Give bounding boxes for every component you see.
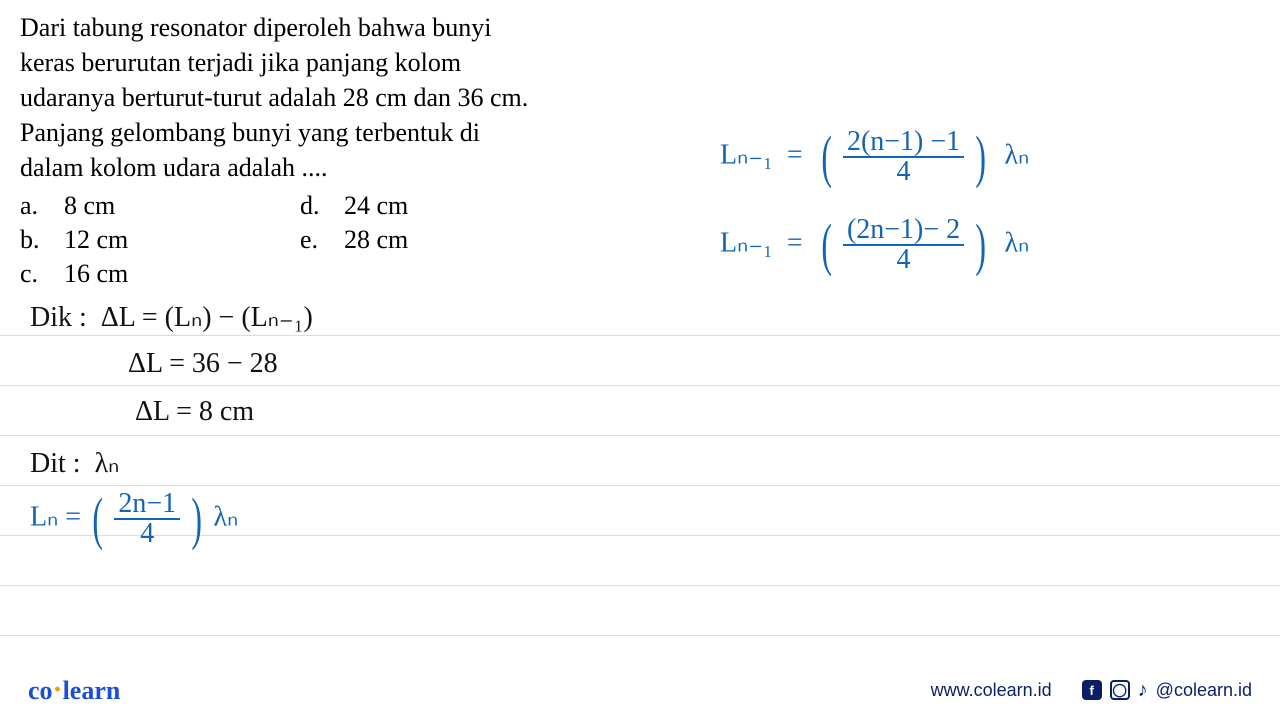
question-line: keras berurutan terjadi jika panjang kol… xyxy=(20,45,660,80)
ln-num: 2n−1 xyxy=(114,490,180,518)
paren-right: ) xyxy=(976,219,987,271)
option-a: a. 8 cm xyxy=(20,191,300,221)
side-eq1-rhs: λₙ xyxy=(1005,139,1030,170)
dl-sub: ΔL = 36 − 28 xyxy=(128,348,278,380)
side-eq1-lhs: Lₙ₋₁ xyxy=(720,139,773,170)
ln-fraction: 2n−1 4 xyxy=(114,490,180,548)
option-letter: e. xyxy=(300,225,326,255)
options-grid: a. 8 cm d. 24 cm b. 12 cm e. 28 cm c. 16… xyxy=(20,191,1260,289)
side-eq-1: Lₙ₋₁ = ( 2(n−1) −1 4 ) λₙ xyxy=(720,128,1029,186)
side-eq2-den: 4 xyxy=(843,244,964,274)
option-d: d. 24 cm xyxy=(300,191,580,221)
option-value: 8 cm xyxy=(64,191,115,221)
side-eq1-num: 2(n−1) −1 xyxy=(843,128,964,156)
logo-dot: · xyxy=(53,673,63,706)
option-value: 24 cm xyxy=(344,191,408,221)
ln-rhs: λₙ xyxy=(214,501,239,532)
option-e: e. 28 cm xyxy=(300,225,580,255)
facebook-icon: f xyxy=(1082,680,1102,700)
paren-right: ) xyxy=(192,493,203,545)
footer-right: www.colearn.id f ◯ ♪ @colearn.id xyxy=(931,679,1252,702)
paren-right: ) xyxy=(976,131,987,183)
option-letter: d. xyxy=(300,191,326,221)
tiktok-icon: ♪ xyxy=(1138,679,1148,702)
site-url: www.colearn.id xyxy=(931,680,1052,701)
dit-var: λₙ xyxy=(95,448,120,479)
option-value: 12 cm xyxy=(64,225,128,255)
option-b: b. 12 cm xyxy=(20,225,300,255)
option-letter: c. xyxy=(20,259,46,289)
side-eq2-rhs: λₙ xyxy=(1005,227,1030,258)
footer: co·learn www.colearn.id f ◯ ♪ @colearn.i… xyxy=(0,660,1280,720)
page-content: Dari tabung resonator diperoleh bahwa bu… xyxy=(0,0,1280,660)
side-eq2-frac: (2n−1)− 2 4 xyxy=(843,216,964,274)
instagram-icon: ◯ xyxy=(1110,680,1130,700)
side-eq1-den: 4 xyxy=(843,156,964,186)
dl-res: ΔL = 8 cm xyxy=(135,396,254,428)
dit-label: Dit : xyxy=(30,448,81,479)
question-line: Panjang gelombang bunyi yang terbentuk d… xyxy=(20,115,660,150)
ln-den: 4 xyxy=(114,518,180,548)
dit-line: Dit : λₙ xyxy=(30,446,119,480)
ruled-line xyxy=(0,435,1280,436)
option-value: 28 cm xyxy=(344,225,408,255)
ln-lhs: Lₙ = xyxy=(30,501,81,532)
option-letter: a. xyxy=(20,191,46,221)
question-line: dalam kolom udara adalah .... xyxy=(20,150,660,185)
social-block: f ◯ ♪ @colearn.id xyxy=(1082,679,1252,702)
question-text: Dari tabung resonator diperoleh bahwa bu… xyxy=(20,10,660,185)
dik-label: Dik : xyxy=(30,302,87,333)
side-eq1-frac: 2(n−1) −1 4 xyxy=(843,128,964,186)
ruled-line xyxy=(0,585,1280,586)
side-eq2-lhs: Lₙ₋₁ xyxy=(720,227,773,258)
ruled-line xyxy=(0,635,1280,636)
paren-left: ( xyxy=(92,493,103,545)
side-eq2-num: (2n−1)− 2 xyxy=(843,216,964,244)
side-eq-2: Lₙ₋₁ = ( (2n−1)− 2 4 ) λₙ xyxy=(720,216,1029,274)
question-line: Dari tabung resonator diperoleh bahwa bu… xyxy=(20,10,660,45)
question-line: udaranya berturut-turut adalah 28 cm dan… xyxy=(20,80,660,115)
paren-left: ( xyxy=(821,219,832,271)
option-value: 16 cm xyxy=(64,259,128,289)
ruled-line xyxy=(0,385,1280,386)
option-c: c. 16 cm xyxy=(20,259,300,289)
brand-logo: co·learn xyxy=(28,673,120,707)
social-handle: @colearn.id xyxy=(1156,680,1252,701)
logo-learn: learn xyxy=(63,676,121,705)
option-letter: b. xyxy=(20,225,46,255)
ruled-line xyxy=(0,335,1280,336)
ln-equation: Lₙ = ( 2n−1 4 ) λₙ xyxy=(30,490,238,548)
logo-co: co xyxy=(28,676,53,705)
paren-left: ( xyxy=(821,131,832,183)
dik-line: Dik : ΔL = (Lₙ) − (Lₙ₋₁) xyxy=(30,300,313,334)
dl-expr: ΔL = (Lₙ) − (Lₙ₋₁) xyxy=(101,302,313,333)
